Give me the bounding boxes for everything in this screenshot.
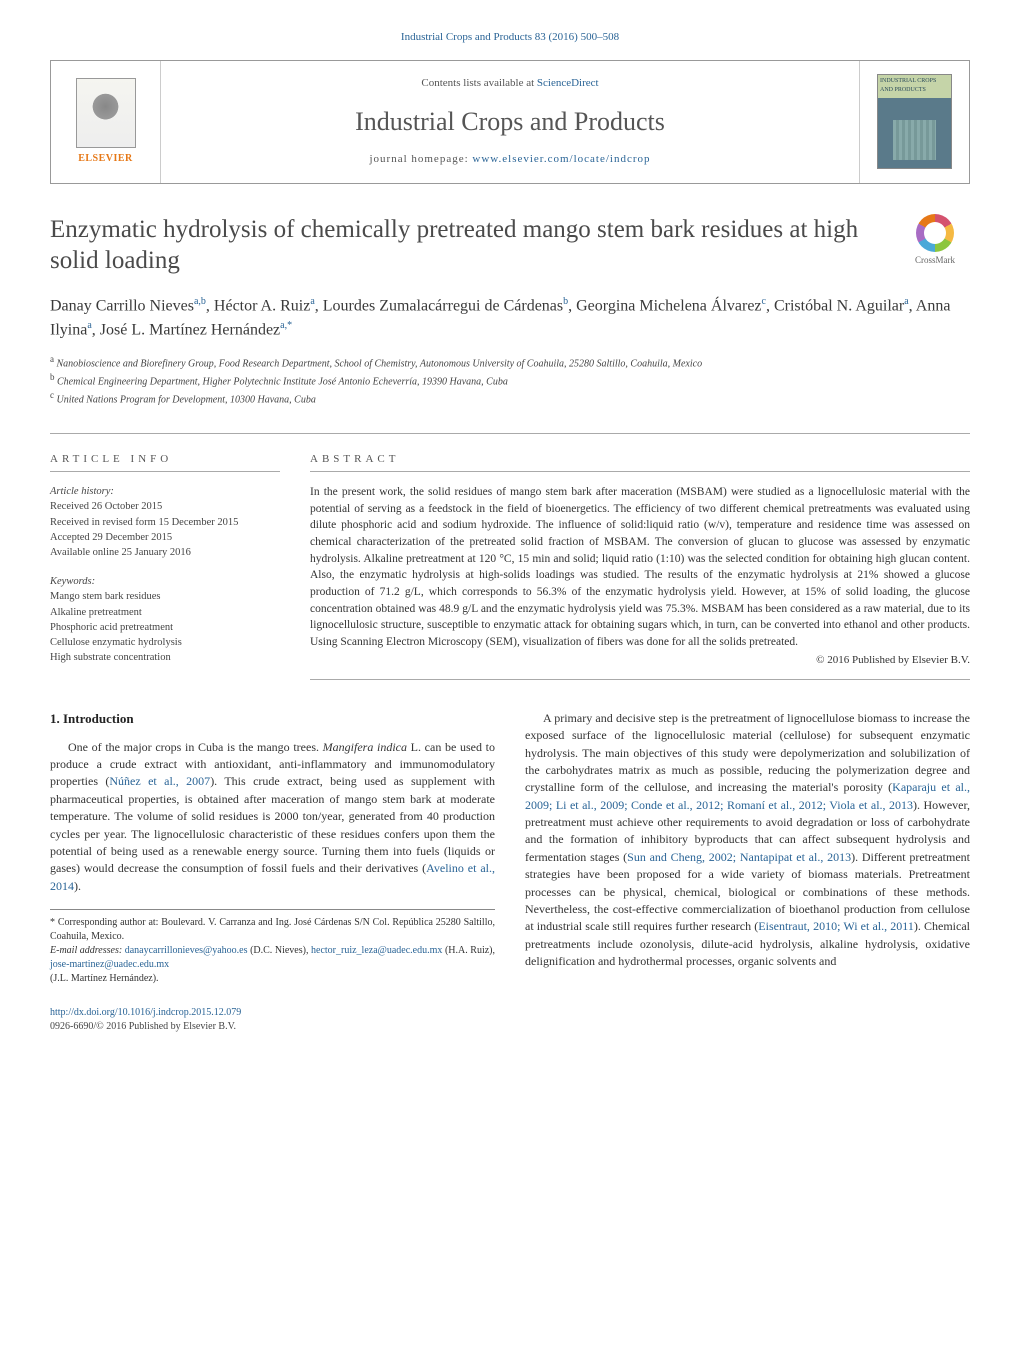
journal-name: Industrial Crops and Products	[171, 104, 849, 140]
citation-link[interactable]: Eisentraut, 2010; Wi et al., 2011	[758, 919, 914, 933]
author-list: Danay Carrillo Nievesa,b, Héctor A. Ruiz…	[50, 294, 970, 343]
intro-paragraph-2: A primary and decisive step is the pretr…	[525, 710, 970, 971]
affiliation-a: a Nanobioscience and Biorefinery Group, …	[50, 353, 970, 371]
affiliation-c: c United Nations Program for Development…	[50, 389, 970, 407]
corresponding-footnote: * Corresponding author at: Boulevard. V.…	[50, 909, 495, 986]
keywords-header: Keywords:	[50, 574, 280, 589]
elsevier-logo: ELSEVIER	[76, 78, 136, 166]
abstract-copyright: © 2016 Published by Elsevier B.V.	[310, 653, 970, 669]
keywords-block: Keywords: Mango stem bark residues Alkal…	[50, 574, 280, 665]
cover-cell: INDUSTRIAL CROPS AND PRODUCTS	[859, 61, 969, 182]
journal-cover-thumbnail: INDUSTRIAL CROPS AND PRODUCTS	[877, 74, 952, 169]
crossmark-badge[interactable]: CrossMark	[900, 214, 970, 267]
affiliations: a Nanobioscience and Biorefinery Group, …	[50, 353, 970, 408]
crossmark-icon	[916, 214, 954, 252]
history-line: Available online 25 January 2016	[50, 545, 280, 560]
journal-header-box: ELSEVIER Contents lists available at Sci…	[50, 60, 970, 183]
publisher-cell: ELSEVIER	[51, 61, 161, 182]
citation-link[interactable]: Industrial Crops and Products 83 (2016) …	[401, 31, 619, 43]
history-line: Received 26 October 2015	[50, 499, 280, 514]
citation-link[interactable]: Núñez et al., 2007	[109, 774, 210, 788]
section-heading-intro: 1. Introduction	[50, 710, 495, 729]
sciencedirect-link[interactable]: ScienceDirect	[537, 77, 599, 89]
email-link[interactable]: hector_ruiz_leza@uadec.edu.mx	[311, 945, 442, 956]
email-line: E-mail addresses: danaycarrillonieves@ya…	[50, 944, 495, 986]
citation-link[interactable]: Sun and Cheng, 2002; Nantapipat et al., …	[627, 850, 851, 864]
page-footer: http://dx.doi.org/10.1016/j.indcrop.2015…	[50, 1006, 970, 1034]
publisher-label: ELSEVIER	[76, 152, 136, 166]
intro-paragraph-1: One of the major crops in Cuba is the ma…	[50, 739, 495, 896]
article-title: Enzymatic hydrolysis of chemically pretr…	[50, 214, 880, 277]
affiliation-b: b Chemical Engineering Department, Highe…	[50, 371, 970, 389]
homepage-prefix: journal homepage:	[369, 153, 472, 165]
keyword: Cellulose enzymatic hydrolysis	[50, 635, 280, 650]
abstract-column: abstract In the present work, the solid …	[310, 452, 970, 680]
article-history: Article history: Received 26 October 201…	[50, 484, 280, 560]
keyword: Phosphoric acid pretreatment	[50, 620, 280, 635]
crossmark-label: CrossMark	[915, 255, 955, 265]
contents-prefix: Contents lists available at	[421, 77, 536, 89]
keyword: Alkaline pretreatment	[50, 605, 280, 620]
email-link[interactable]: jose-martinez@uadec.edu.mx	[50, 959, 169, 970]
abstract-label: abstract	[310, 452, 970, 472]
elsevier-tree-icon	[76, 78, 136, 148]
doi-link[interactable]: http://dx.doi.org/10.1016/j.indcrop.2015…	[50, 1007, 241, 1018]
citation-header: Industrial Crops and Products 83 (2016) …	[50, 30, 970, 45]
corresponding-address: * Corresponding author at: Boulevard. V.…	[50, 916, 495, 944]
keyword: High substrate concentration	[50, 650, 280, 665]
keyword: Mango stem bark residues	[50, 589, 280, 604]
history-header: Article history:	[50, 484, 280, 499]
abstract-text: In the present work, the solid residues …	[310, 484, 970, 680]
article-info-label: article info	[50, 452, 280, 472]
body-two-column: 1. Introduction One of the major crops i…	[50, 710, 970, 986]
email-link[interactable]: danaycarrillonieves@yahoo.es	[125, 945, 248, 956]
issn-line: 0926-6690/© 2016 Published by Elsevier B…	[50, 1021, 236, 1032]
journal-info-cell: Contents lists available at ScienceDirec…	[161, 61, 859, 182]
homepage-link[interactable]: www.elsevier.com/locate/indcrop	[472, 153, 650, 165]
history-line: Received in revised form 15 December 201…	[50, 515, 280, 530]
history-line: Accepted 29 December 2015	[50, 530, 280, 545]
journal-homepage: journal homepage: www.elsevier.com/locat…	[171, 152, 849, 167]
article-info-column: article info Article history: Received 2…	[50, 452, 280, 680]
contents-line: Contents lists available at ScienceDirec…	[171, 76, 849, 91]
